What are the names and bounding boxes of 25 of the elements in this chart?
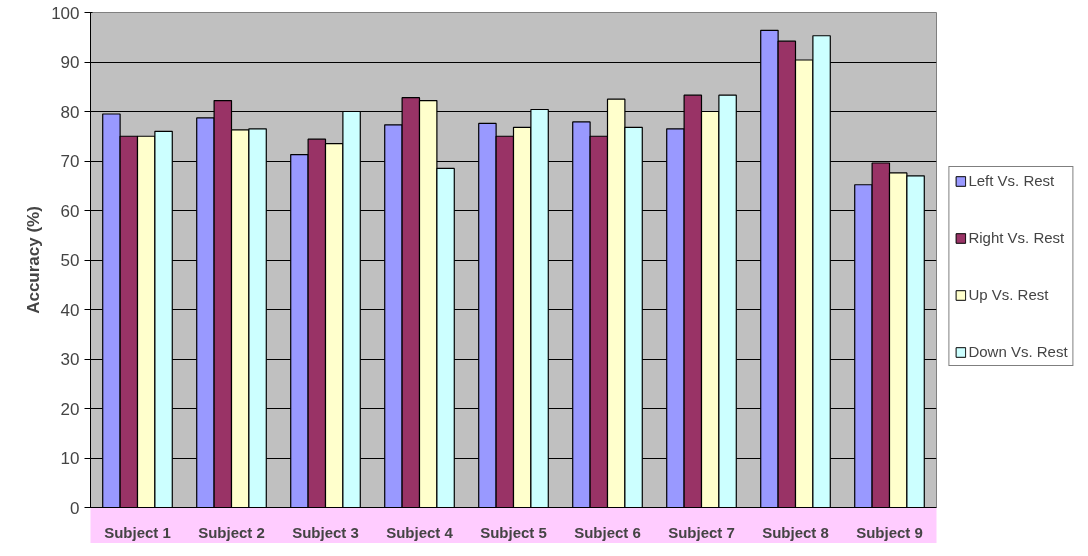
y-tick-label: 30 (60, 350, 80, 369)
x-tick-label: Subject 5 (480, 523, 547, 541)
y-tick-label: 90 (60, 53, 80, 72)
x-tick-label: Subject 2 (198, 523, 265, 541)
x-tick-label: Subject 6 (574, 523, 641, 541)
y-tick-label: 60 (60, 201, 80, 221)
x-tick-label: Subject 4 (386, 523, 454, 541)
x-tick-label: Subject 3 (292, 523, 359, 541)
y-tick-label: 70 (60, 152, 80, 171)
y-tick-label: 80 (60, 102, 80, 122)
y-axis-title: Accuracy (%) (24, 206, 44, 314)
legend-label: Left Vs. Rest (968, 172, 1055, 189)
y-tick-label: 40 (60, 300, 80, 320)
y-tick-label: 10 (60, 449, 80, 468)
y-tick-label: 20 (60, 399, 80, 419)
x-tick-label: Subject 9 (856, 523, 923, 541)
x-tick-label: Subject 8 (762, 523, 829, 541)
x-tick-label: Subject 1 (104, 523, 171, 541)
y-tick-label: 0 (70, 498, 80, 518)
y-tick-label: 50 (60, 251, 80, 270)
legend-label: Right Vs. Rest (968, 229, 1065, 246)
y-tick-label: 100 (51, 3, 80, 23)
legend-label: Up Vs. Rest (968, 286, 1049, 303)
legend-label: Down Vs. Rest (968, 343, 1068, 360)
x-tick-label: Subject 7 (668, 523, 735, 541)
